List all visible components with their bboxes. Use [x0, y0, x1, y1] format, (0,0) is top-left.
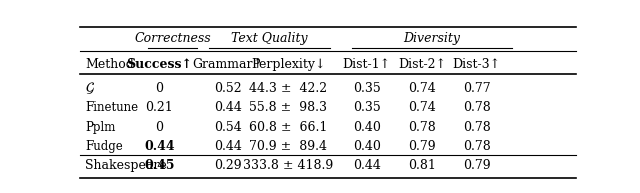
Text: 0: 0	[156, 82, 163, 95]
Text: 0.44: 0.44	[144, 140, 175, 153]
Text: 0.77: 0.77	[463, 82, 491, 95]
Text: $\mathcal{G}$: $\mathcal{G}$	[85, 81, 95, 96]
Text: 0.78: 0.78	[463, 121, 491, 134]
Text: 0.45: 0.45	[144, 159, 175, 172]
Text: Dist-2↑: Dist-2↑	[398, 58, 446, 71]
Text: 55.8 ±  98.3: 55.8 ± 98.3	[250, 101, 327, 114]
Text: 0.79: 0.79	[463, 159, 491, 172]
Text: Grammar↑: Grammar↑	[192, 58, 263, 71]
Text: 0.74: 0.74	[408, 82, 436, 95]
Text: 0.78: 0.78	[463, 140, 491, 153]
Text: 0.40: 0.40	[353, 121, 381, 134]
Text: Pplm: Pplm	[85, 121, 115, 134]
Text: 0.79: 0.79	[408, 140, 436, 153]
Text: 0.81: 0.81	[408, 159, 436, 172]
Text: Method: Method	[85, 58, 134, 71]
Text: 0.44: 0.44	[214, 101, 242, 114]
Text: 0.35: 0.35	[353, 101, 381, 114]
Text: 0.29: 0.29	[214, 159, 242, 172]
Text: 0.44: 0.44	[214, 140, 242, 153]
Text: 0.78: 0.78	[408, 121, 436, 134]
Text: 0.52: 0.52	[214, 82, 242, 95]
Text: 0.44: 0.44	[353, 159, 381, 172]
Text: Finetune: Finetune	[85, 101, 138, 114]
Text: 44.3 ±  42.2: 44.3 ± 42.2	[249, 82, 328, 95]
Text: 0: 0	[156, 121, 163, 134]
Text: Correctness: Correctness	[134, 32, 211, 45]
Text: Fudge: Fudge	[85, 140, 123, 153]
Text: Diversity: Diversity	[403, 32, 460, 45]
Text: Shakespeare: Shakespeare	[85, 159, 166, 172]
Text: 0.78: 0.78	[463, 101, 491, 114]
Text: Perplexity↓: Perplexity↓	[251, 58, 326, 71]
Text: Dist-3↑: Dist-3↑	[452, 58, 501, 71]
Text: Success↑: Success↑	[126, 58, 193, 71]
Text: 0.54: 0.54	[214, 121, 242, 134]
Text: Dist-1↑: Dist-1↑	[342, 58, 391, 71]
Text: 0.21: 0.21	[145, 101, 173, 114]
Text: 0.74: 0.74	[408, 101, 436, 114]
Text: 333.8 ± 418.9: 333.8 ± 418.9	[243, 159, 333, 172]
Text: 60.8 ±  66.1: 60.8 ± 66.1	[249, 121, 328, 134]
Text: 70.9 ±  89.4: 70.9 ± 89.4	[250, 140, 327, 153]
Text: 0.40: 0.40	[353, 140, 381, 153]
Text: 0.35: 0.35	[353, 82, 381, 95]
Text: Text Quality: Text Quality	[232, 32, 308, 45]
